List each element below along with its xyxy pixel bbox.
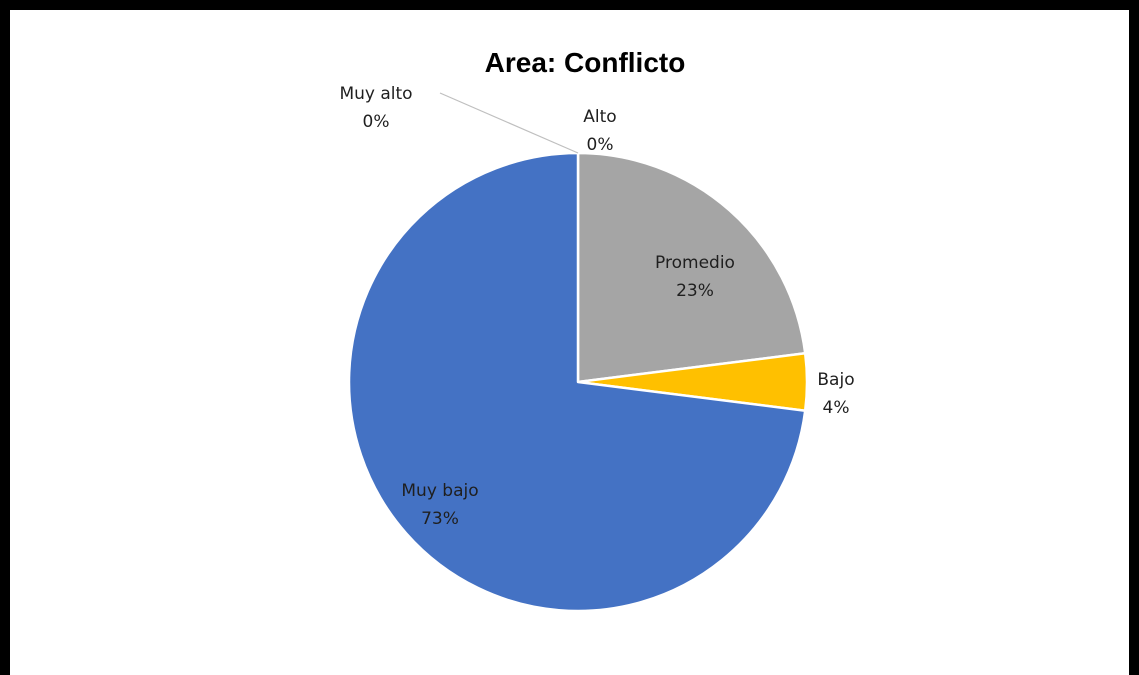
- data-label-bajo: Bajo 4%: [817, 370, 854, 418]
- data-label-promedio-category: Promedio: [655, 253, 735, 273]
- data-label-alto: Alto 0%: [583, 107, 616, 155]
- data-label-promedio: Promedio 23%: [655, 253, 735, 301]
- data-label-muy-bajo-category: Muy bajo: [401, 481, 478, 501]
- data-label-bajo-percent: 4%: [823, 398, 850, 418]
- pie-slices: [347, 151, 809, 613]
- data-labels: Alto 0% Promedio 23% Bajo 4% Muy bajo 73% Muy al…: [339, 84, 854, 529]
- data-label-alto-category: Alto: [583, 107, 616, 127]
- data-label-muy-bajo: Muy bajo 73%: [401, 481, 478, 529]
- data-label-promedio-percent: 23%: [676, 281, 714, 301]
- data-label-alto-percent: 0%: [587, 135, 614, 155]
- slice-muy-bajo: [347, 151, 807, 613]
- data-label-muy-alto-category: Muy alto: [339, 84, 412, 104]
- data-label-muy-alto-percent: 0%: [363, 112, 390, 132]
- data-label-muy-alto: Muy alto 0%: [339, 84, 412, 132]
- chart-title: Area: Conflicto: [485, 47, 686, 78]
- slice-promedio: [576, 151, 807, 384]
- data-label-bajo-category: Bajo: [817, 370, 854, 390]
- data-label-muy-bajo-percent: 73%: [421, 509, 459, 529]
- leader-line-muy-alto: [439, 92, 579, 154]
